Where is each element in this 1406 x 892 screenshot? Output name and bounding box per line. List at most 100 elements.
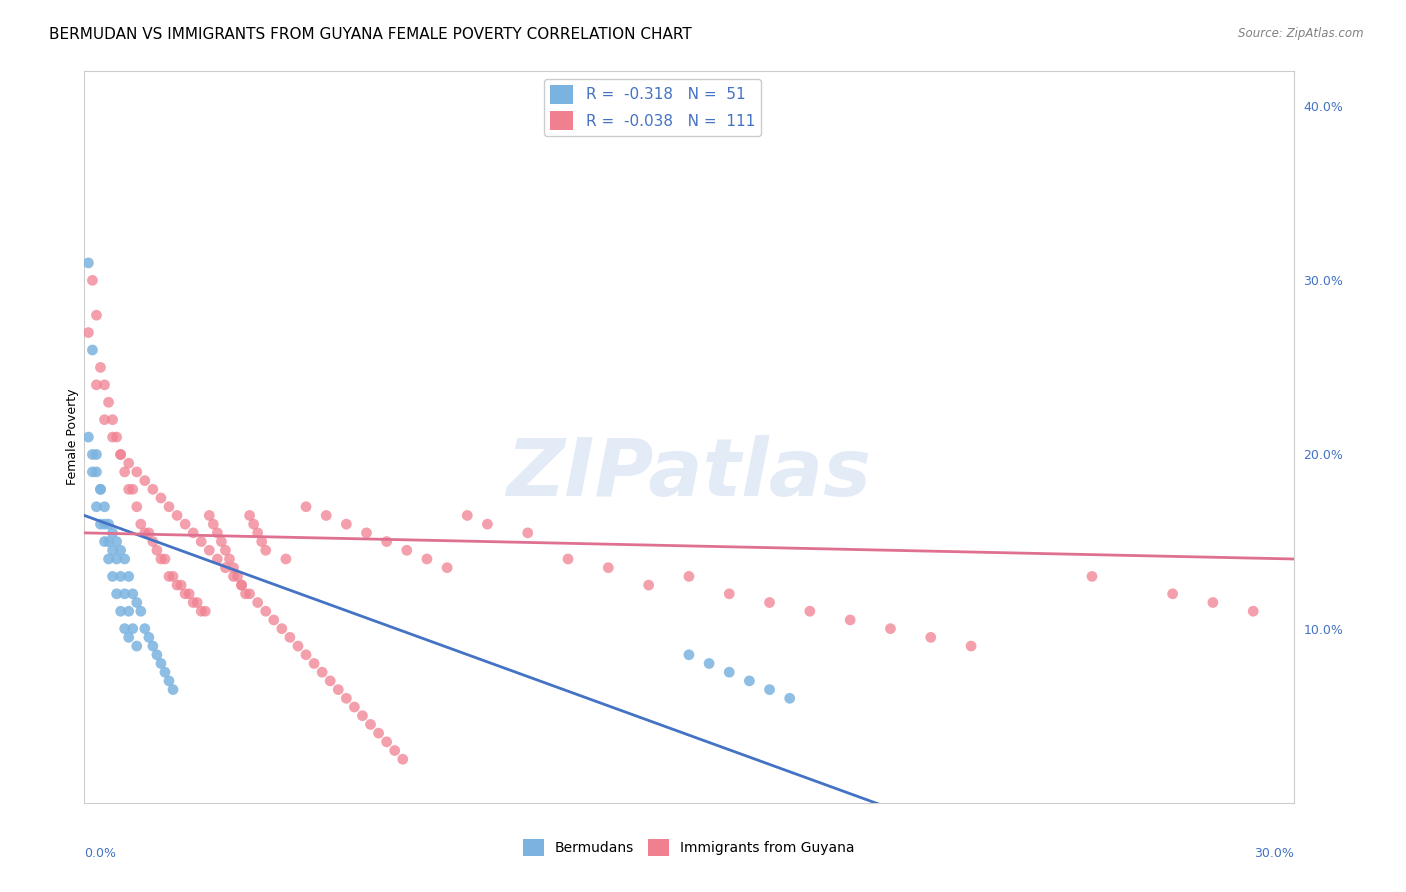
Point (254, 604, 277, 618)
Point (302, 657, 325, 671)
Point (295, 500, 318, 514)
Point (101, 412, 124, 426)
Point (125, 639, 148, 653)
Text: 0.0%: 0.0% (84, 847, 117, 860)
Point (174, 517, 197, 532)
Point (121, 483, 143, 497)
Point (89, 517, 111, 532)
Point (758, 595, 780, 609)
Point (114, 465, 136, 479)
Point (162, 569, 184, 583)
Point (254, 543, 277, 558)
Point (214, 543, 236, 558)
Point (77, 326, 100, 340)
Point (125, 500, 148, 514)
Point (118, 483, 141, 497)
Point (93, 534, 115, 549)
Point (207, 552, 229, 566)
Point (89, 483, 111, 497)
Point (77, 256, 100, 270)
Point (198, 543, 221, 558)
Point (231, 578, 253, 592)
Point (335, 517, 357, 532)
Point (105, 552, 128, 566)
Point (270, 622, 292, 636)
Point (218, 552, 240, 566)
Point (125, 595, 148, 609)
Point (202, 517, 225, 532)
Point (93, 377, 115, 392)
Point (110, 543, 132, 558)
Point (118, 631, 141, 645)
Point (110, 604, 132, 618)
Point (235, 587, 257, 601)
Point (181, 525, 204, 540)
Point (134, 622, 156, 636)
Point (93, 500, 115, 514)
Point (214, 560, 236, 574)
Point (110, 448, 132, 462)
Point (328, 682, 350, 697)
Point (209, 534, 232, 549)
Point (239, 508, 262, 523)
Point (186, 595, 208, 609)
Point (360, 717, 382, 731)
Point (1081, 569, 1104, 583)
Point (375, 735, 398, 749)
Point (263, 613, 285, 627)
Point (287, 639, 309, 653)
Point (319, 673, 342, 688)
Text: ZIPatlas: ZIPatlas (506, 434, 872, 513)
Point (352, 708, 374, 723)
Point (239, 587, 262, 601)
Point (678, 648, 700, 662)
Point (149, 552, 172, 566)
Point (86, 500, 108, 514)
Point (395, 543, 418, 558)
Point (375, 534, 398, 549)
Point (367, 726, 389, 740)
Point (114, 552, 136, 566)
Point (86, 448, 108, 462)
Point (598, 560, 620, 574)
Point (134, 474, 156, 488)
Point (105, 587, 128, 601)
Point (153, 552, 176, 566)
Point (118, 604, 141, 618)
Point (557, 552, 579, 566)
Point (86, 465, 108, 479)
Point (335, 691, 357, 706)
Point (311, 665, 333, 680)
Point (384, 743, 406, 757)
Point (142, 534, 165, 549)
Point (1161, 587, 1184, 601)
Point (86, 308, 108, 322)
Point (86, 377, 108, 392)
Point (879, 622, 901, 636)
Point (166, 578, 188, 592)
Point (170, 578, 193, 592)
Point (181, 595, 204, 609)
Point (960, 639, 983, 653)
Point (97, 517, 120, 532)
Point (110, 569, 132, 583)
Point (194, 604, 217, 618)
Point (105, 534, 128, 549)
Point (278, 631, 301, 645)
Point (162, 682, 184, 697)
Point (82, 448, 104, 462)
Point (166, 508, 188, 523)
Point (250, 534, 273, 549)
Text: BERMUDAN VS IMMIGRANTS FROM GUYANA FEMALE POVERTY CORRELATION CHART: BERMUDAN VS IMMIGRANTS FROM GUYANA FEMAL… (49, 27, 692, 42)
Point (738, 673, 761, 688)
Point (315, 508, 337, 523)
Point (477, 517, 499, 532)
Point (190, 534, 212, 549)
Point (134, 525, 156, 540)
Point (779, 691, 801, 706)
Point (82, 273, 104, 287)
Legend: Bermudans, Immigrants from Guyana: Bermudans, Immigrants from Guyana (517, 834, 860, 862)
Point (138, 525, 160, 540)
Point (142, 639, 165, 653)
Point (456, 508, 478, 523)
